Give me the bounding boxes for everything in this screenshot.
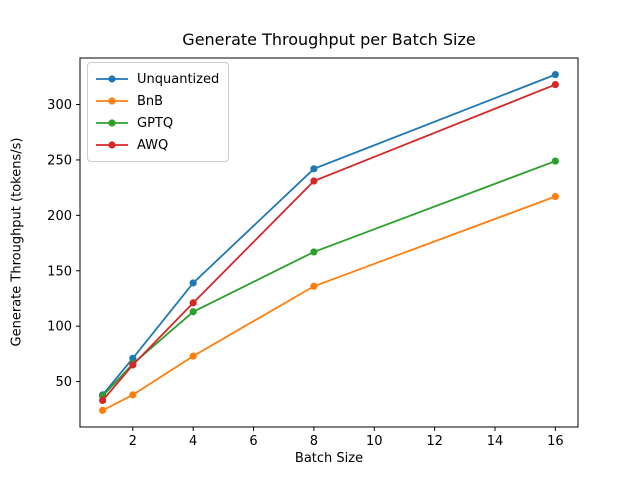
data-point-awq (189, 299, 197, 307)
data-point-unquantized (310, 165, 318, 173)
x-tick-label: 4 (189, 434, 197, 449)
data-point-unquantized (189, 279, 197, 287)
data-point-awq (129, 361, 137, 369)
y-tick-label: 100 (47, 320, 72, 335)
x-tick-label: 12 (426, 434, 443, 449)
x-axis-label: Batch Size (294, 451, 364, 466)
y-tick-label: 50 (55, 375, 72, 390)
data-point-bnb (99, 406, 107, 414)
legend-label: BnB (137, 93, 164, 109)
data-point-unquantized (129, 354, 137, 362)
legend-label: GPTQ (137, 115, 174, 131)
data-point-gptq (551, 157, 559, 165)
chart-title: Generate Throughput per Batch Size (182, 30, 476, 49)
data-point-awq (551, 80, 559, 89)
legend-item-gptq: GPTQ (95, 112, 219, 134)
legend-item-unquantized: Unquantized (95, 68, 219, 90)
legend-label: Unquantized (137, 71, 220, 87)
x-tick-label: 14 (487, 434, 504, 449)
x-tick-label: 16 (547, 434, 564, 449)
axes-spines (79, 57, 579, 428)
data-point-awq (99, 396, 107, 405)
x-tick-label: 8 (310, 434, 318, 449)
legend-line-marker-sample (96, 97, 128, 105)
legend-label: AWQ (137, 137, 169, 153)
y-tick-label: 150 (47, 264, 72, 279)
series-line-bnb (102, 195, 556, 412)
y-tick-label: 250 (47, 153, 72, 168)
legend: Unquantized BnB GPTQ AWQ (87, 62, 230, 162)
data-point-bnb (310, 282, 318, 290)
data-point-bnb (129, 391, 137, 399)
data-point-bnb (551, 192, 559, 201)
data-point-bnb (189, 352, 197, 360)
legend-line-marker-sample (96, 75, 128, 83)
data-point-awq (310, 177, 318, 185)
x-tick-label: 2 (129, 434, 137, 449)
x-tick-label: 6 (249, 434, 257, 449)
data-point-unquantized (551, 71, 559, 79)
legend-line-marker-sample (96, 119, 128, 127)
data-point-gptq (189, 308, 197, 316)
y-tick-label: 300 (47, 98, 72, 113)
legend-item-bnb: BnB (95, 90, 219, 112)
x-tick-label: 10 (366, 434, 383, 449)
legend-line-marker-sample (96, 141, 128, 149)
y-tick-label: 200 (47, 209, 72, 224)
series-line-gptq (101, 160, 556, 397)
legend-item-awq: AWQ (95, 134, 219, 156)
data-point-gptq (310, 248, 318, 256)
